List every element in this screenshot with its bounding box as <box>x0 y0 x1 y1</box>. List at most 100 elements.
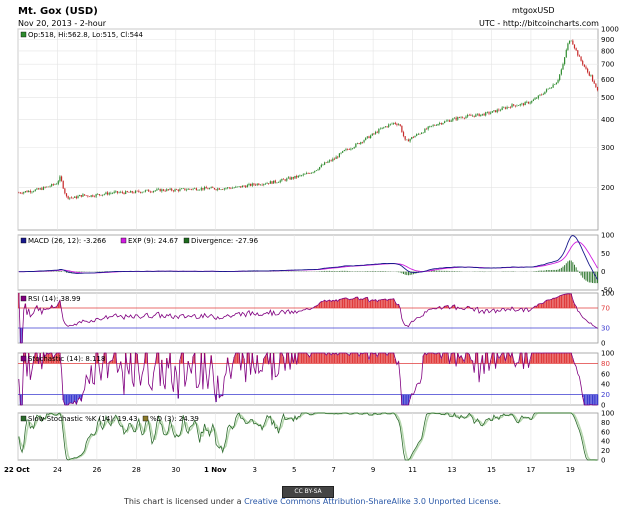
y-tick-rsi: 0 <box>601 340 605 348</box>
candle-body <box>253 183 255 185</box>
candle-body <box>542 94 544 95</box>
candle-body <box>180 188 183 190</box>
candle-body <box>167 189 170 190</box>
candle-body <box>478 113 480 117</box>
candle-body <box>572 40 574 45</box>
source-label: UTC - http://bitcoincharts.com <box>479 19 599 28</box>
candle-body <box>381 127 383 129</box>
candle-body <box>573 44 576 49</box>
candle-body <box>322 164 324 166</box>
candle-body <box>439 123 441 124</box>
candle-body <box>483 113 485 116</box>
candle-body <box>424 128 426 133</box>
x-tick-label: 22 Oct <box>4 466 30 474</box>
candle-body <box>583 64 585 67</box>
panel-rsi-frame <box>17 292 599 344</box>
candle-body <box>51 184 53 187</box>
y-tick-slow-stochastic: 100 <box>601 410 614 418</box>
candle-body <box>169 188 171 190</box>
y-tick-price: 400 <box>601 116 614 124</box>
candle-body <box>314 170 316 173</box>
candle-body <box>228 187 230 189</box>
candle-body <box>268 183 270 184</box>
candle-body <box>389 123 391 125</box>
candle-body <box>141 192 143 193</box>
candle-body <box>21 193 23 194</box>
candle-body <box>179 189 181 191</box>
candle-body <box>582 60 584 65</box>
candle-body <box>340 152 342 154</box>
candle-body <box>531 100 533 103</box>
y-tick-stochastic: 0 <box>601 402 605 410</box>
candle-body <box>578 55 581 57</box>
candle-body <box>210 187 212 189</box>
candle-body <box>404 136 406 140</box>
candle-body <box>279 180 281 183</box>
candle-body <box>243 185 245 187</box>
candle-body <box>453 117 456 119</box>
candle-body <box>376 131 378 133</box>
candle-body <box>437 123 439 126</box>
candle-body <box>156 189 158 191</box>
cc-license-badge[interactable]: CC BY-SA <box>282 486 334 498</box>
candle-body <box>564 57 566 65</box>
candle-body <box>351 148 354 149</box>
candle-body <box>164 190 166 192</box>
candle-body <box>74 196 76 198</box>
candle-body <box>508 106 510 108</box>
candle-body <box>517 105 520 106</box>
candle-body <box>149 191 151 193</box>
candle-body <box>103 194 105 195</box>
candle-body <box>444 121 446 124</box>
candle-body <box>355 143 357 148</box>
candle-body <box>319 166 321 170</box>
candle-body <box>425 128 428 130</box>
candle-body <box>402 132 405 137</box>
x-tick-label: 28 <box>132 466 141 474</box>
candle-body <box>162 189 165 191</box>
candle-body <box>294 175 296 179</box>
candle-body <box>580 56 582 61</box>
y-tick-price: 300 <box>601 144 614 152</box>
candle-body <box>37 188 40 190</box>
candle-body <box>491 111 493 113</box>
candle-body <box>82 194 84 197</box>
candle-body <box>575 48 577 51</box>
x-tick-label: 17 <box>526 466 535 474</box>
x-tick-label: 5 <box>292 466 296 474</box>
candle-body <box>39 188 41 190</box>
legend-swatch-exp <box>120 237 127 244</box>
candle-body <box>299 175 301 176</box>
candle-body <box>325 162 327 164</box>
candle-body <box>154 190 156 192</box>
candle-body <box>541 94 543 96</box>
candle-body <box>488 112 490 114</box>
candle-body <box>317 169 319 171</box>
candle-body <box>587 68 589 73</box>
y-tick-slow-stochastic: 40 <box>601 438 610 446</box>
candle-body <box>552 84 554 88</box>
candle-body <box>291 177 293 180</box>
candle-body <box>134 190 137 193</box>
candle-body <box>153 190 155 193</box>
candle-body <box>26 191 28 193</box>
candle-body <box>203 187 206 190</box>
candle-body <box>445 120 447 122</box>
x-tick-label: 1 Nov <box>204 466 227 474</box>
candle-body <box>549 88 551 90</box>
candle-body <box>36 188 38 190</box>
candle-body <box>547 88 549 90</box>
candle-body <box>465 116 467 119</box>
candle-body <box>412 137 414 138</box>
candle-body <box>480 114 482 117</box>
candle-body <box>429 125 431 127</box>
candle-body <box>277 182 280 183</box>
candle-body <box>416 134 418 136</box>
license-link[interactable]: Creative Commons Attribution-ShareAlike … <box>244 497 499 506</box>
candle-body <box>320 164 322 167</box>
candle-body <box>159 188 161 192</box>
candle-body <box>394 122 396 125</box>
candle-body <box>521 103 523 105</box>
candle-body <box>386 126 388 127</box>
candle-body <box>233 187 235 189</box>
